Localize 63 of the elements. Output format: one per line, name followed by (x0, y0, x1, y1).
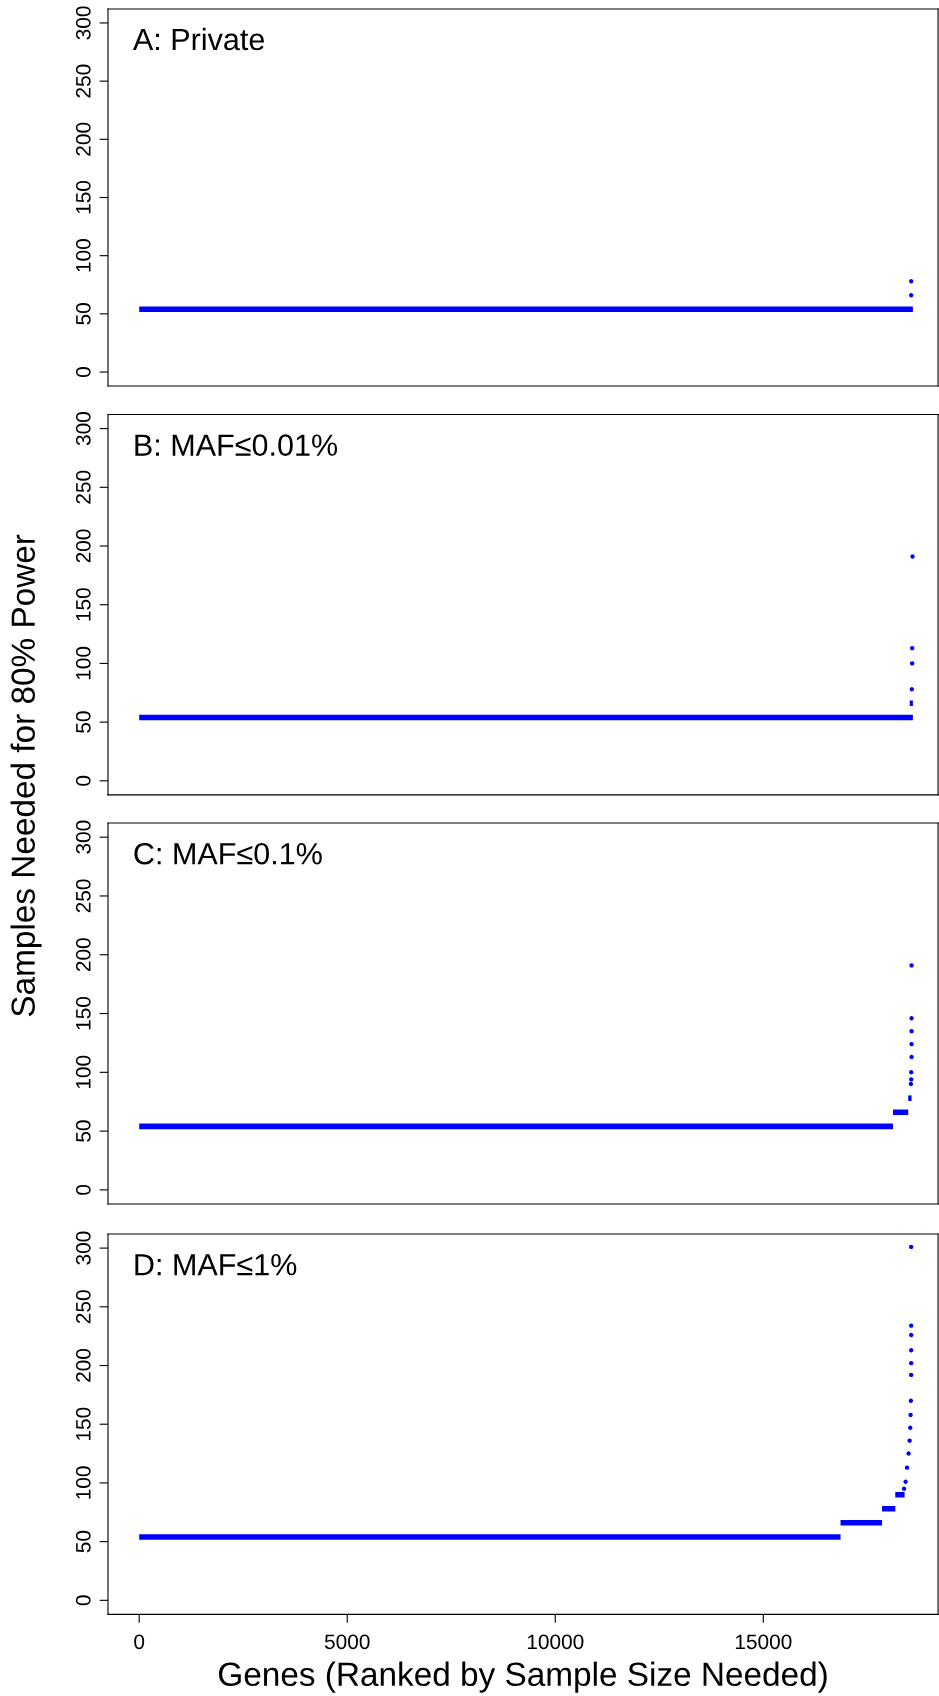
y-tick-label: 300 (75, 6, 91, 40)
point (908, 1425, 913, 1430)
point (908, 1412, 913, 1418)
x-tick-label: 15000 (735, 1634, 792, 1650)
y-tick-label: 50 (75, 303, 91, 325)
y-tick-label: 0 (75, 775, 91, 786)
point (909, 687, 915, 692)
point (909, 1054, 914, 1060)
y-tick-label: 300 (75, 1231, 91, 1265)
point (909, 645, 915, 651)
y-tick-label: 250 (75, 64, 91, 98)
point (901, 1486, 907, 1491)
y-tick-label: 150 (75, 180, 91, 214)
point (908, 1398, 914, 1403)
point (909, 1041, 914, 1047)
y-tick-label: 250 (75, 879, 91, 913)
x-tick-label: 10000 (527, 1634, 584, 1650)
point (908, 1323, 914, 1328)
point (908, 1332, 914, 1338)
point (909, 1077, 914, 1082)
y-tick-label: 300 (75, 820, 91, 854)
point (903, 1479, 908, 1484)
point (907, 1438, 912, 1443)
x-tick-label: 0 (134, 1634, 145, 1650)
x-tick-label: 5000 (324, 1634, 370, 1650)
y-tick-label: 150 (75, 996, 91, 1030)
text: D: MAF≤1% (135, 1253, 297, 1276)
point (908, 1348, 914, 1353)
y-tick-label: 50 (75, 1120, 91, 1142)
y-tick-label: 100 (75, 1055, 91, 1089)
y-tick-label: 300 (75, 412, 91, 446)
point (908, 1372, 914, 1378)
y-tick-label: 0 (75, 367, 91, 378)
point (904, 1465, 910, 1470)
text: B: MAF≤0.01% (135, 434, 338, 456)
y-tick-label: 150 (75, 1407, 91, 1441)
y-tick-label: 100 (75, 646, 91, 680)
point (909, 1016, 914, 1021)
text: C: MAF≤0.1% (134, 842, 322, 865)
y-axis-title: Samples Needed for 80% Power (10, 534, 42, 1017)
y-tick-label: 0 (75, 1595, 91, 1606)
y-tick-label: 150 (75, 588, 91, 621)
y-tick-label: 250 (75, 470, 91, 504)
y-tick-label: 200 (75, 1348, 91, 1382)
y-tick-label: 100 (75, 239, 91, 272)
point (909, 661, 915, 666)
chart-title: A: Private (132, 27, 264, 51)
point (909, 963, 914, 968)
point (908, 1081, 914, 1087)
point (906, 1451, 911, 1456)
point (908, 1244, 914, 1250)
y-tick-label: 100 (75, 1466, 91, 1499)
y-tick-label: 200 (75, 122, 91, 156)
point (909, 1028, 914, 1034)
x-axis-title: Genes (Ranked by Sample Size Needed) (219, 1661, 827, 1693)
point (908, 1360, 914, 1366)
y-tick-label: 250 (75, 1290, 91, 1324)
y-tick-label: 200 (75, 529, 91, 563)
y-tick-label: 50 (75, 711, 91, 733)
y-tick-label: 0 (75, 1184, 91, 1195)
y-tick-label: 200 (75, 938, 91, 972)
y-tick-label: 50 (75, 1530, 91, 1553)
point (909, 1070, 914, 1075)
